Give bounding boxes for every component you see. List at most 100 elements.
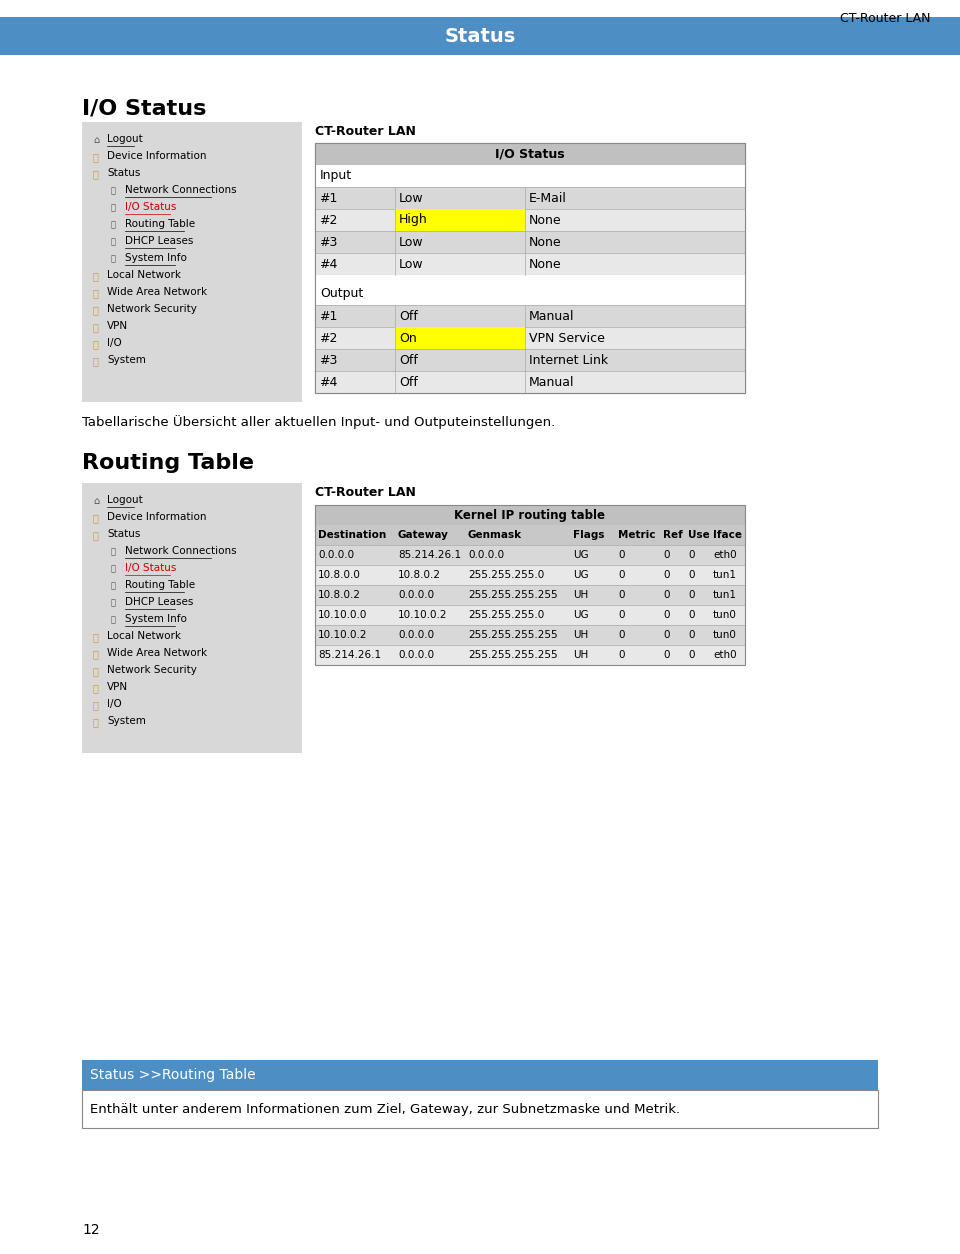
Text: 🗂: 🗂 [93,339,99,349]
Bar [395,327,525,349]
Text: 0: 0 [618,571,625,581]
Text: 10.10.0.2: 10.10.0.2 [398,609,447,619]
Text: 10.10.0.2: 10.10.0.2 [318,630,368,640]
Text: Wide Area Network: Wide Area Network [107,648,207,658]
Text: 📄: 📄 [111,219,116,229]
Text: System Info: System Info [125,253,187,263]
Text: UG: UG [573,551,588,561]
Text: 🗂: 🗂 [93,683,99,693]
Text: 🗂: 🗂 [93,530,99,540]
Text: UH: UH [573,630,588,640]
Text: 🗂: 🗂 [93,717,99,727]
Bar [0,18,960,55]
Text: 🗂: 🗂 [93,632,99,642]
Text: 85.214.26.1: 85.214.26.1 [318,650,381,660]
Text: None: None [529,213,562,227]
Bar [315,327,745,349]
Text: UH: UH [573,589,588,599]
Text: Use: Use [688,530,709,540]
Text: 📄: 📄 [111,237,116,246]
Text: Low: Low [399,236,423,248]
Text: #1: #1 [319,192,337,204]
Text: Network Security: Network Security [107,665,197,675]
Text: Routing Table: Routing Table [82,453,254,473]
Text: #3: #3 [319,354,337,366]
Text: 🗂: 🗂 [93,169,99,179]
Text: 0: 0 [663,551,669,561]
Text: I/O Status: I/O Status [495,148,564,161]
Bar [315,143,745,166]
Text: I/O: I/O [107,698,122,709]
Text: System: System [107,355,146,365]
Text: VPN: VPN [107,682,128,692]
Text: High: High [399,213,428,227]
Text: 255.255.255.255: 255.255.255.255 [468,589,558,599]
Text: Input: Input [320,169,352,183]
Text: I/O Status: I/O Status [125,202,177,212]
Text: Wide Area Network: Wide Area Network [107,287,207,297]
Text: UG: UG [573,609,588,619]
Text: 0: 0 [663,609,669,619]
Text: 📄: 📄 [111,598,116,607]
Text: VPN Service: VPN Service [529,331,605,345]
Text: 0: 0 [688,609,694,619]
Bar [315,143,745,393]
Bar [315,166,745,187]
Text: 📄: 📄 [111,581,116,589]
Text: CT-Router LAN: CT-Router LAN [315,487,416,499]
Text: 10.8.0.2: 10.8.0.2 [398,571,441,581]
Bar [315,349,745,371]
Text: 0.0.0.0: 0.0.0.0 [398,630,434,640]
Text: Metric: Metric [618,530,656,540]
Bar [315,275,745,305]
Text: 0: 0 [688,650,694,660]
Bar [82,1060,878,1090]
Text: Status >>Routing Table: Status >>Routing Table [90,1068,255,1082]
Text: 0: 0 [618,609,625,619]
Text: E-Mail: E-Mail [529,192,566,204]
Text: I/O Status: I/O Status [82,98,206,118]
Text: 🗂: 🗂 [93,305,99,315]
Text: #1: #1 [319,310,337,322]
Text: Tabellarische Übersicht aller aktuellen Input- und Outputeinstellungen.: Tabellarische Übersicht aller aktuellen … [82,415,555,429]
Text: Network Connections: Network Connections [125,186,236,196]
Text: None: None [529,236,562,248]
Bar [315,645,745,665]
Text: 10.10.0.0: 10.10.0.0 [318,609,368,619]
Text: System Info: System Info [125,614,187,624]
Text: I/O Status: I/O Status [125,563,177,573]
Text: Output: Output [320,287,363,301]
Bar [315,187,745,209]
Text: 0: 0 [618,551,625,561]
Text: Off: Off [399,375,418,389]
Text: 255.255.255.0: 255.255.255.0 [468,609,544,619]
Text: 255.255.255.255: 255.255.255.255 [468,630,558,640]
Text: 📄: 📄 [111,547,116,556]
Text: tun0: tun0 [713,609,737,619]
Text: None: None [529,257,562,271]
Text: 🗂: 🗂 [93,666,99,676]
Bar [315,566,745,586]
Text: Status: Status [444,26,516,45]
Text: 🗂: 🗂 [93,322,99,332]
Text: Manual: Manual [529,375,574,389]
Text: 0: 0 [663,630,669,640]
Text: Enthält unter anderem Informationen zum Ziel, Gateway, zur Subnetzmaske und Metr: Enthält unter anderem Informationen zum … [90,1102,680,1116]
Bar [82,122,302,403]
Text: 0: 0 [618,589,625,599]
Text: 🗂: 🗂 [93,650,99,660]
Text: 🗂: 🗂 [93,356,99,366]
Bar [315,371,745,393]
Text: Logout: Logout [107,134,143,144]
Text: 0: 0 [663,589,669,599]
Text: Flags: Flags [573,530,605,540]
Text: 🗂: 🗂 [93,700,99,710]
Text: Routing Table: Routing Table [125,219,195,229]
Text: Network Connections: Network Connections [125,545,236,556]
Text: Routing Table: Routing Table [125,581,195,589]
Text: Iface: Iface [713,530,742,540]
Text: 0: 0 [663,571,669,581]
Text: ⌂: ⌂ [93,135,99,145]
Text: Manual: Manual [529,310,574,322]
Bar [315,545,745,566]
